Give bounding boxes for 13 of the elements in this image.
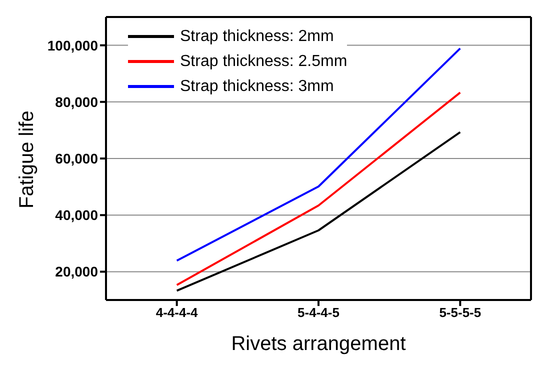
x-tick-label: 4-4-4-4 [156, 305, 199, 320]
y-axis-title: Fatigue life [16, 110, 38, 208]
legend-label: Strap thickness: 2.5mm [180, 52, 348, 72]
x-tick-label: 5-5-5-5 [439, 305, 482, 320]
x-tick-label: 5-4-4-5 [298, 305, 340, 320]
legend-label: Strap thickness: 2mm [180, 27, 334, 47]
legend-label: Strap thickness: 3mm [180, 77, 334, 97]
y-tick-label: 20,000 [55, 264, 98, 280]
y-tick-label: 100,000 [47, 37, 98, 54]
y-tick-label: 60,000 [55, 150, 98, 166]
y-tick-label: 40,000 [55, 207, 98, 224]
y-tick-label: 80,000 [55, 94, 98, 110]
x-axis-title: Rivets arrangement [231, 333, 406, 355]
